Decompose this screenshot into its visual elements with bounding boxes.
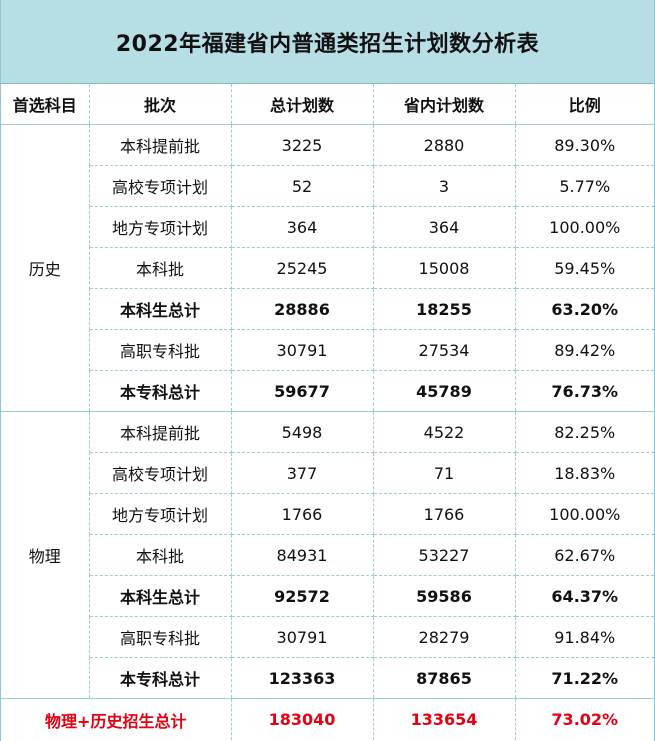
ratio-cell: 89.30%	[515, 124, 654, 166]
grand-total-ratio: 73.02%	[551, 710, 619, 729]
total-plan-cell: 92572	[231, 575, 374, 617]
ratio-cell: 82.25%	[515, 411, 654, 453]
total-plan-cell: 28886	[231, 288, 374, 330]
header-subject: 首选科目	[1, 84, 90, 125]
local-plan-cell: 53227	[373, 534, 516, 576]
table-row: 本科批 25245 15008 59.45%	[1, 247, 654, 289]
table-row: 地方专项计划 364 364 100.00%	[1, 206, 654, 248]
batch-cell: 高职专科批	[89, 329, 232, 371]
ratio-cell: 18.83%	[515, 452, 654, 494]
ratio-cell: 100.00%	[515, 206, 654, 248]
local-plan-cell: 71	[373, 452, 516, 494]
table-row: 高职专科批 30791 28279 91.84%	[1, 616, 654, 658]
total-plan-cell: 377	[231, 452, 374, 494]
table-row: 地方专项计划 1766 1766 100.00%	[1, 493, 654, 535]
table-title: 2022年福建省内普通类招生计划数分析表	[115, 31, 540, 57]
table-row: 本专科总计 123363 87865 71.22%	[1, 657, 654, 699]
local-plan-cell: 18255	[373, 288, 516, 330]
enrollment-table: 首选科目 批次 总计划数 省内计划数 比例 历史 本科提前批 3225 2880 89.…	[1, 84, 654, 740]
total-plan-cell: 123363	[231, 657, 374, 699]
table-row: 物理 本科提前批 5498 4522 82.25%	[1, 411, 654, 699]
ratio-cell: 59.45%	[515, 247, 654, 289]
ratio-cell: 71.22%	[515, 657, 654, 699]
batch-cell: 本专科总计	[89, 370, 232, 412]
total-plan-cell: 84931	[231, 534, 374, 576]
local-plan-cell: 4522	[373, 411, 516, 453]
grand-total-plan: 183040	[231, 698, 374, 740]
local-plan-cell: 28279	[373, 616, 516, 658]
header-batch: 批次	[89, 84, 232, 125]
header-local-plan: 省内计划数	[373, 84, 516, 125]
table-row: 历史 本科提前批 3225 2880 89.30%	[1, 124, 654, 412]
local-plan-cell: 2880	[373, 124, 516, 166]
batch-cell: 高校专项计划	[89, 452, 232, 494]
table-row: 本专科总计 59677 45789 76.73%	[1, 370, 654, 412]
total-plan-cell: 3225	[231, 124, 374, 166]
local-plan-cell: 87865	[373, 657, 516, 699]
ratio-cell: 91.84%	[515, 616, 654, 658]
local-plan-cell: 27534	[373, 329, 516, 371]
grand-total-label: 物理+历史招生总计	[1, 698, 232, 740]
table-row: 高校专项计划 52 3 5.77%	[1, 165, 654, 207]
ratio-cell: 100.00%	[515, 493, 654, 535]
ratio-cell: 76.73%	[515, 370, 654, 412]
ratio-cell: 63.20%	[515, 288, 654, 330]
batch-cell: 本科生总计	[89, 288, 232, 330]
local-plan-cell: 364	[373, 206, 516, 248]
total-plan-cell: 30791	[231, 616, 374, 658]
table-body: 历史 本科提前批 3225 2880 89.30% 高校专项计划 52 3 5.77% 地方专项计…	[1, 124, 654, 740]
local-plan-cell: 3	[373, 165, 516, 207]
ratio-cell: 64.37%	[515, 575, 654, 617]
batch-cell: 地方专项计划	[89, 206, 232, 248]
subject-cell: 历史	[1, 124, 90, 412]
batch-cell: 本科批	[89, 534, 232, 576]
ratio-cell: 62.67%	[515, 534, 654, 576]
title-bar: 2022年福建省内普通类招生计划数分析表	[1, 0, 654, 84]
header-ratio: 比例	[515, 84, 654, 125]
total-plan-cell: 1766	[231, 493, 374, 535]
ratio-cell: 89.42%	[515, 329, 654, 371]
grand-total-row: 物理+历史招生总计 183040 133654 73.02%	[1, 698, 654, 740]
total-plan-cell: 59677	[231, 370, 374, 412]
batch-cell: 本专科总计	[89, 657, 232, 699]
subject-cell: 物理	[1, 411, 90, 699]
batch-cell: 高校专项计划	[89, 165, 232, 207]
batch-cell: 本科批	[89, 247, 232, 289]
grand-total-local: 133654	[373, 698, 516, 740]
local-plan-cell: 59586	[373, 575, 516, 617]
total-plan-cell: 25245	[231, 247, 374, 289]
table-row: 本科生总计 92572 59586 64.37%	[1, 575, 654, 617]
total-plan-cell: 30791	[231, 329, 374, 371]
table-row: 高校专项计划 377 71 18.83%	[1, 452, 654, 494]
local-plan-cell: 1766	[373, 493, 516, 535]
batch-cell: 本科提前批	[89, 411, 232, 453]
ratio-cell: 5.77%	[515, 165, 654, 207]
total-plan-cell: 364	[231, 206, 374, 248]
batch-cell: 高职专科批	[89, 616, 232, 658]
header-total-plan: 总计划数	[231, 84, 374, 125]
table-row: 本科批 84931 53227 62.67%	[1, 534, 654, 576]
table-row: 高职专科批 30791 27534 89.42%	[1, 329, 654, 371]
local-plan-cell: 45789	[373, 370, 516, 412]
total-plan-cell: 52	[231, 165, 374, 207]
batch-cell: 本科生总计	[89, 575, 232, 617]
table-row: 本科生总计 28886 18255 63.20%	[1, 288, 654, 330]
batch-cell: 本科提前批	[89, 124, 232, 166]
batch-cell: 地方专项计划	[89, 493, 232, 535]
total-plan-cell: 5498	[231, 411, 374, 453]
header-row: 首选科目 批次 总计划数 省内计划数 比例	[1, 84, 654, 125]
local-plan-cell: 15008	[373, 247, 516, 289]
